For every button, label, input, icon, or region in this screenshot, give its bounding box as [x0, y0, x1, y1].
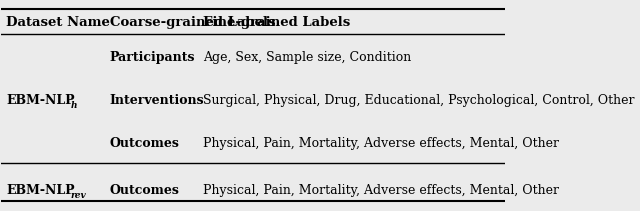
Text: Coarse-grained Labels: Coarse-grained Labels: [109, 16, 275, 29]
Text: rev: rev: [71, 191, 86, 200]
Text: Outcomes: Outcomes: [109, 184, 179, 197]
Text: Fine-grained Labels: Fine-grained Labels: [203, 16, 350, 29]
Text: Age, Sex, Sample size, Condition: Age, Sex, Sample size, Condition: [203, 51, 411, 64]
Text: Physical, Pain, Mortality, Adverse effects, Mental, Other: Physical, Pain, Mortality, Adverse effec…: [203, 137, 559, 150]
Text: Dataset Name: Dataset Name: [6, 16, 110, 29]
Text: Physical, Pain, Mortality, Adverse effects, Mental, Other: Physical, Pain, Mortality, Adverse effec…: [203, 184, 559, 197]
Text: EBM-NLP: EBM-NLP: [6, 94, 75, 107]
Text: EBM-NLP: EBM-NLP: [6, 184, 75, 197]
Text: Participants: Participants: [109, 51, 195, 64]
Text: h: h: [71, 101, 77, 110]
Text: Surgical, Physical, Drug, Educational, Psychological, Control, Other: Surgical, Physical, Drug, Educational, P…: [203, 94, 634, 107]
Text: Interventions: Interventions: [109, 94, 204, 107]
Text: Outcomes: Outcomes: [109, 137, 179, 150]
